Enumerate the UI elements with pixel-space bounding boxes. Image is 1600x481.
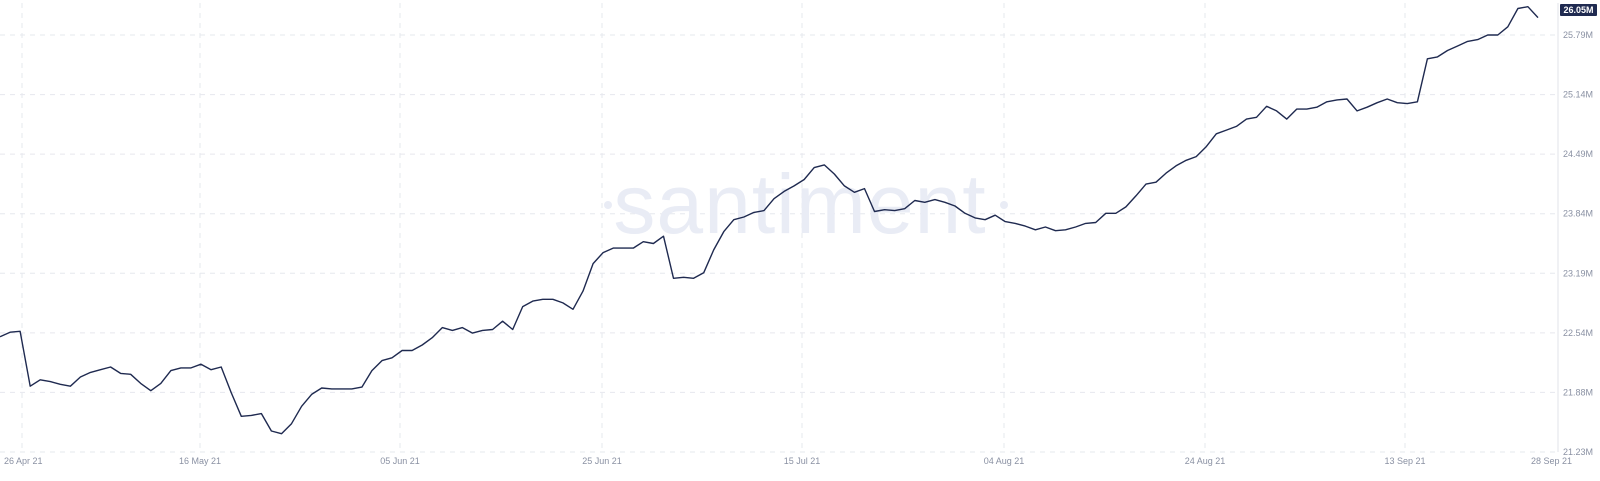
x-tick-label: 13 Sep 21: [1384, 456, 1425, 466]
watermark: santiment: [604, 157, 1008, 251]
last-value-label: 26.05M: [1563, 5, 1593, 15]
x-tick-label: 04 Aug 21: [984, 456, 1025, 466]
y-tick-label: 25.79M: [1563, 30, 1593, 40]
santiment-watermark: santiment: [613, 157, 986, 251]
x-tick-label: 24 Aug 21: [1185, 456, 1226, 466]
last-value-badge: 26.05M: [1560, 4, 1597, 16]
grid: [0, 3, 1558, 453]
y-tick-label: 21.88M: [1563, 387, 1593, 397]
series-layer: [0, 6, 1539, 435]
last-value-badge-bg: [1560, 4, 1597, 16]
y-tick-label: 23.19M: [1563, 268, 1593, 278]
watermark-dot-left: [604, 201, 612, 209]
series-line: [0, 6, 1539, 435]
axes: 25.79M 25.14M 24.49M 23.84M 23.19M 22.54M 21.8…: [4, 3, 1593, 466]
x-tick-label: 26 Apr 21: [4, 456, 43, 466]
x-tick-label: 05 Jun 21: [380, 456, 420, 466]
x-tick-label: 28 Sep 21: [1531, 456, 1572, 466]
y-tick-label: 23.84M: [1563, 209, 1593, 219]
y-tick-label: 24.49M: [1563, 149, 1593, 159]
y-tick-label: 25.14M: [1563, 90, 1593, 100]
y-tick-label: 21.23M: [1563, 447, 1593, 457]
x-tick-label: 15 Jul 21: [784, 456, 821, 466]
x-tick-label: 25 Jun 21: [582, 456, 622, 466]
watermark-dot-right: [1000, 201, 1008, 209]
x-tick-label: 16 May 21: [179, 456, 221, 466]
y-tick-label: 22.54M: [1563, 328, 1593, 338]
